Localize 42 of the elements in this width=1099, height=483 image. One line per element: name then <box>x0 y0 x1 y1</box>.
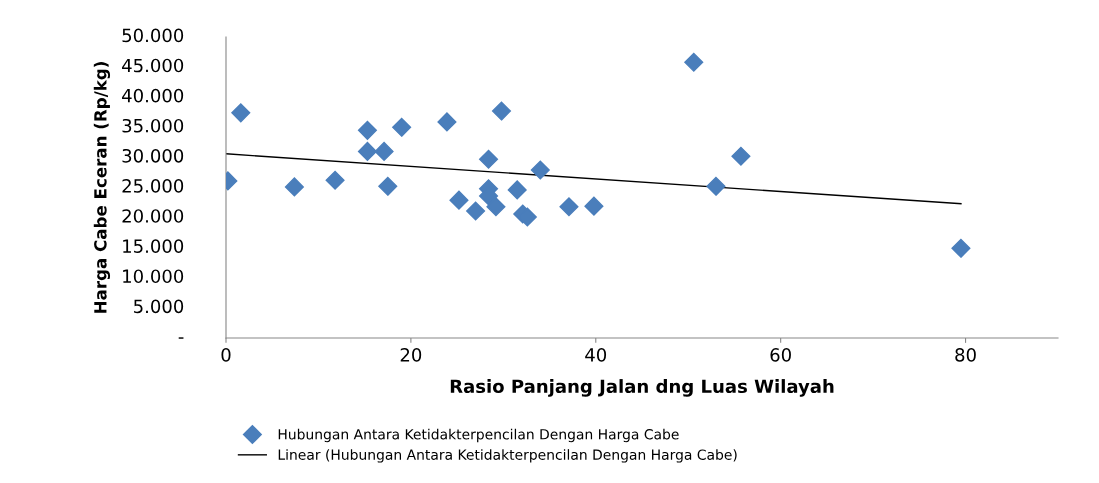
y-tick-label: 40.000 <box>122 88 184 103</box>
point <box>357 120 377 140</box>
point <box>437 112 457 132</box>
point <box>479 149 499 169</box>
point <box>466 201 486 221</box>
y-tick-label: 30.000 <box>122 148 184 163</box>
point <box>284 177 304 197</box>
x-tick-label: 20 <box>400 348 422 362</box>
y-tick-label: 15.000 <box>123 239 184 253</box>
point <box>392 117 412 137</box>
legend-label: Hubungan Antara Ketidakterpencilan Dengan Harga Cabe <box>278 428 679 443</box>
point <box>378 176 398 196</box>
y-tick-label: 45.000 <box>122 58 184 73</box>
point <box>731 146 751 166</box>
point <box>491 101 512 121</box>
point <box>684 52 704 72</box>
point <box>559 197 579 217</box>
y-tick-label: 20.000 <box>122 209 184 223</box>
point <box>486 197 506 217</box>
point <box>449 190 469 210</box>
legend-label: Linear (Hubungan Antara Ketidakterpencilan Dengan Harga Cabe) <box>278 449 737 463</box>
point <box>357 141 377 161</box>
y-axis-title: Harga Cabe Eceran (Rp/kg) <box>93 62 111 313</box>
point <box>530 160 550 180</box>
point <box>325 170 345 190</box>
point <box>231 103 251 123</box>
point <box>374 141 394 161</box>
x-tick-label: 40 <box>585 348 607 362</box>
y-tick-label: 10.000 <box>123 269 184 284</box>
x-tick-label: 0 <box>221 348 231 362</box>
y-tick-label: 50.000 <box>122 28 184 43</box>
point <box>507 180 527 200</box>
point <box>584 196 604 216</box>
point <box>951 238 971 258</box>
x-axis-title: Rasio Panjang Jalan dng Luas Wilayah <box>450 379 834 397</box>
point <box>706 176 726 196</box>
y-tick-label: 25.000 <box>122 179 184 193</box>
y-tick-label: 5.000 <box>134 299 184 314</box>
x-tick-label: 80 <box>955 348 976 362</box>
y-tick-label: - <box>178 337 184 339</box>
x-tick-label: 60 <box>770 348 791 362</box>
y-tick-label: 35.000 <box>122 118 184 133</box>
